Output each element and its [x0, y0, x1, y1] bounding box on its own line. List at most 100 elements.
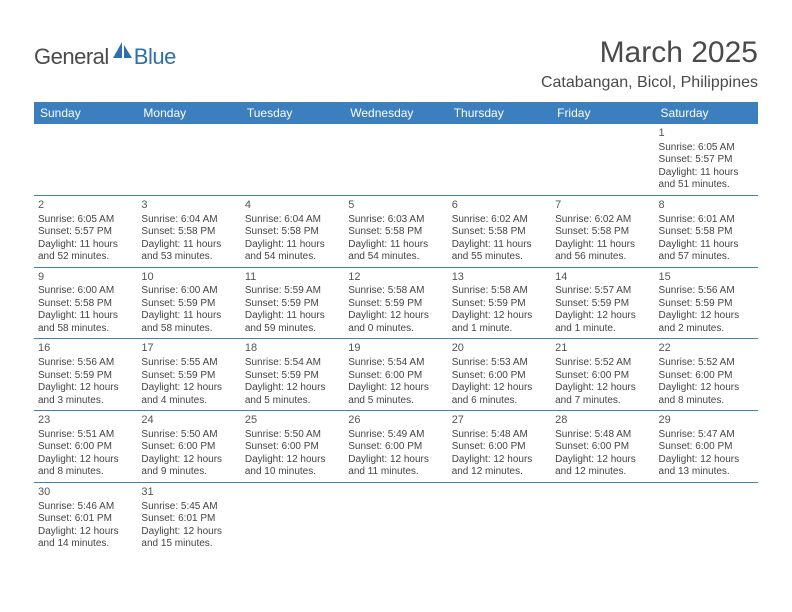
calendar-day-cell: 23Sunrise: 5:51 AMSunset: 6:00 PMDayligh…: [34, 411, 137, 483]
calendar-day-cell: 10Sunrise: 6:00 AMSunset: 5:59 PMDayligh…: [137, 267, 240, 339]
sunset-text: Sunset: 5:58 PM: [245, 226, 340, 239]
sunset-text: Sunset: 6:00 PM: [348, 441, 443, 454]
sunrise-text: Sunrise: 5:49 AM: [348, 429, 443, 442]
sunset-text: Sunset: 6:01 PM: [141, 513, 236, 526]
weekday-header: Sunday: [34, 102, 137, 124]
daylight-text: Daylight: 11 hours and 55 minutes.: [452, 239, 547, 264]
daylight-text: Daylight: 12 hours and 10 minutes.: [245, 454, 340, 479]
sunrise-text: Sunrise: 6:02 AM: [555, 214, 650, 227]
day-number: 10: [141, 271, 236, 285]
day-number: 30: [38, 486, 133, 500]
sunrise-text: Sunrise: 5:58 AM: [452, 285, 547, 298]
daylight-text: Daylight: 11 hours and 56 minutes.: [555, 239, 650, 264]
calendar-week-row: 30Sunrise: 5:46 AMSunset: 6:01 PMDayligh…: [34, 482, 758, 553]
daylight-text: Daylight: 11 hours and 58 minutes.: [141, 310, 236, 335]
sunrise-text: Sunrise: 5:59 AM: [245, 285, 340, 298]
sunrise-text: Sunrise: 5:48 AM: [555, 429, 650, 442]
calendar-day-cell: 24Sunrise: 5:50 AMSunset: 6:00 PMDayligh…: [137, 411, 240, 483]
calendar-table: Sunday Monday Tuesday Wednesday Thursday…: [34, 102, 758, 554]
sunrise-text: Sunrise: 6:05 AM: [38, 214, 133, 227]
sunset-text: Sunset: 5:59 PM: [141, 298, 236, 311]
daylight-text: Daylight: 12 hours and 9 minutes.: [141, 454, 236, 479]
sunset-text: Sunset: 6:00 PM: [555, 370, 650, 383]
daylight-text: Daylight: 11 hours and 52 minutes.: [38, 239, 133, 264]
sunset-text: Sunset: 6:00 PM: [348, 370, 443, 383]
calendar-empty-cell: [551, 482, 654, 553]
day-number: 7: [555, 199, 650, 213]
day-number: 9: [38, 271, 133, 285]
calendar-day-cell: 3Sunrise: 6:04 AMSunset: 5:58 PMDaylight…: [137, 195, 240, 267]
calendar-week-row: 9Sunrise: 6:00 AMSunset: 5:58 PMDaylight…: [34, 267, 758, 339]
daylight-text: Daylight: 12 hours and 15 minutes.: [141, 526, 236, 551]
daylight-text: Daylight: 12 hours and 4 minutes.: [141, 382, 236, 407]
calendar-day-cell: 4Sunrise: 6:04 AMSunset: 5:58 PMDaylight…: [241, 195, 344, 267]
sunrise-text: Sunrise: 5:57 AM: [555, 285, 650, 298]
calendar-day-cell: 29Sunrise: 5:47 AMSunset: 6:00 PMDayligh…: [655, 411, 758, 483]
sunrise-text: Sunrise: 5:56 AM: [659, 285, 754, 298]
sunset-text: Sunset: 5:59 PM: [245, 298, 340, 311]
calendar-day-cell: 13Sunrise: 5:58 AMSunset: 5:59 PMDayligh…: [448, 267, 551, 339]
calendar-day-cell: 22Sunrise: 5:52 AMSunset: 6:00 PMDayligh…: [655, 339, 758, 411]
sunrise-text: Sunrise: 6:05 AM: [659, 142, 754, 155]
day-number: 11: [245, 271, 340, 285]
sunset-text: Sunset: 5:57 PM: [659, 154, 754, 167]
sunrise-text: Sunrise: 5:54 AM: [245, 357, 340, 370]
daylight-text: Daylight: 12 hours and 12 minutes.: [555, 454, 650, 479]
day-number: 21: [555, 342, 650, 356]
daylight-text: Daylight: 12 hours and 12 minutes.: [452, 454, 547, 479]
calendar-day-cell: 9Sunrise: 6:00 AMSunset: 5:58 PMDaylight…: [34, 267, 137, 339]
weekday-header: Monday: [137, 102, 240, 124]
sunrise-text: Sunrise: 6:04 AM: [245, 214, 340, 227]
calendar-empty-cell: [344, 482, 447, 553]
sunrise-text: Sunrise: 5:54 AM: [348, 357, 443, 370]
daylight-text: Daylight: 12 hours and 1 minute.: [555, 310, 650, 335]
calendar-day-cell: 27Sunrise: 5:48 AMSunset: 6:00 PMDayligh…: [448, 411, 551, 483]
daylight-text: Daylight: 11 hours and 58 minutes.: [38, 310, 133, 335]
day-number: 31: [141, 486, 236, 500]
calendar-empty-cell: [137, 124, 240, 195]
sunrise-text: Sunrise: 6:02 AM: [452, 214, 547, 227]
sunset-text: Sunset: 6:00 PM: [555, 441, 650, 454]
title-block: March 2025 Catabangan, Bicol, Philippine…: [541, 36, 758, 92]
calendar-day-cell: 21Sunrise: 5:52 AMSunset: 6:00 PMDayligh…: [551, 339, 654, 411]
calendar-empty-cell: [551, 124, 654, 195]
sunset-text: Sunset: 6:00 PM: [452, 370, 547, 383]
sunrise-text: Sunrise: 5:58 AM: [348, 285, 443, 298]
sunrise-text: Sunrise: 5:48 AM: [452, 429, 547, 442]
daylight-text: Daylight: 12 hours and 13 minutes.: [659, 454, 754, 479]
sunset-text: Sunset: 6:00 PM: [659, 441, 754, 454]
day-number: 20: [452, 342, 547, 356]
sunset-text: Sunset: 6:00 PM: [245, 441, 340, 454]
daylight-text: Daylight: 12 hours and 2 minutes.: [659, 310, 754, 335]
calendar-week-row: 2Sunrise: 6:05 AMSunset: 5:57 PMDaylight…: [34, 195, 758, 267]
calendar-day-cell: 6Sunrise: 6:02 AMSunset: 5:58 PMDaylight…: [448, 195, 551, 267]
sunrise-text: Sunrise: 5:55 AM: [141, 357, 236, 370]
daylight-text: Daylight: 11 hours and 59 minutes.: [245, 310, 340, 335]
sunrise-text: Sunrise: 5:53 AM: [452, 357, 547, 370]
day-number: 5: [348, 199, 443, 213]
day-number: 3: [141, 199, 236, 213]
sunset-text: Sunset: 6:00 PM: [141, 441, 236, 454]
sunrise-text: Sunrise: 5:50 AM: [245, 429, 340, 442]
day-number: 19: [348, 342, 443, 356]
calendar-day-cell: 5Sunrise: 6:03 AMSunset: 5:58 PMDaylight…: [344, 195, 447, 267]
day-number: 13: [452, 271, 547, 285]
brand-part1: General: [34, 44, 109, 70]
calendar-day-cell: 16Sunrise: 5:56 AMSunset: 5:59 PMDayligh…: [34, 339, 137, 411]
sunset-text: Sunset: 5:58 PM: [141, 226, 236, 239]
daylight-text: Daylight: 12 hours and 1 minute.: [452, 310, 547, 335]
sunrise-text: Sunrise: 5:51 AM: [38, 429, 133, 442]
sunrise-text: Sunrise: 6:04 AM: [141, 214, 236, 227]
calendar-day-cell: 11Sunrise: 5:59 AMSunset: 5:59 PMDayligh…: [241, 267, 344, 339]
sunset-text: Sunset: 6:00 PM: [452, 441, 547, 454]
calendar-day-cell: 31Sunrise: 5:45 AMSunset: 6:01 PMDayligh…: [137, 482, 240, 553]
day-number: 6: [452, 199, 547, 213]
calendar-empty-cell: [241, 124, 344, 195]
weekday-header: Tuesday: [241, 102, 344, 124]
calendar-day-cell: 18Sunrise: 5:54 AMSunset: 5:59 PMDayligh…: [241, 339, 344, 411]
brand-part2: Blue: [134, 44, 176, 70]
sunset-text: Sunset: 6:01 PM: [38, 513, 133, 526]
calendar-day-cell: 25Sunrise: 5:50 AMSunset: 6:00 PMDayligh…: [241, 411, 344, 483]
sunset-text: Sunset: 5:59 PM: [38, 370, 133, 383]
calendar-week-row: 16Sunrise: 5:56 AMSunset: 5:59 PMDayligh…: [34, 339, 758, 411]
